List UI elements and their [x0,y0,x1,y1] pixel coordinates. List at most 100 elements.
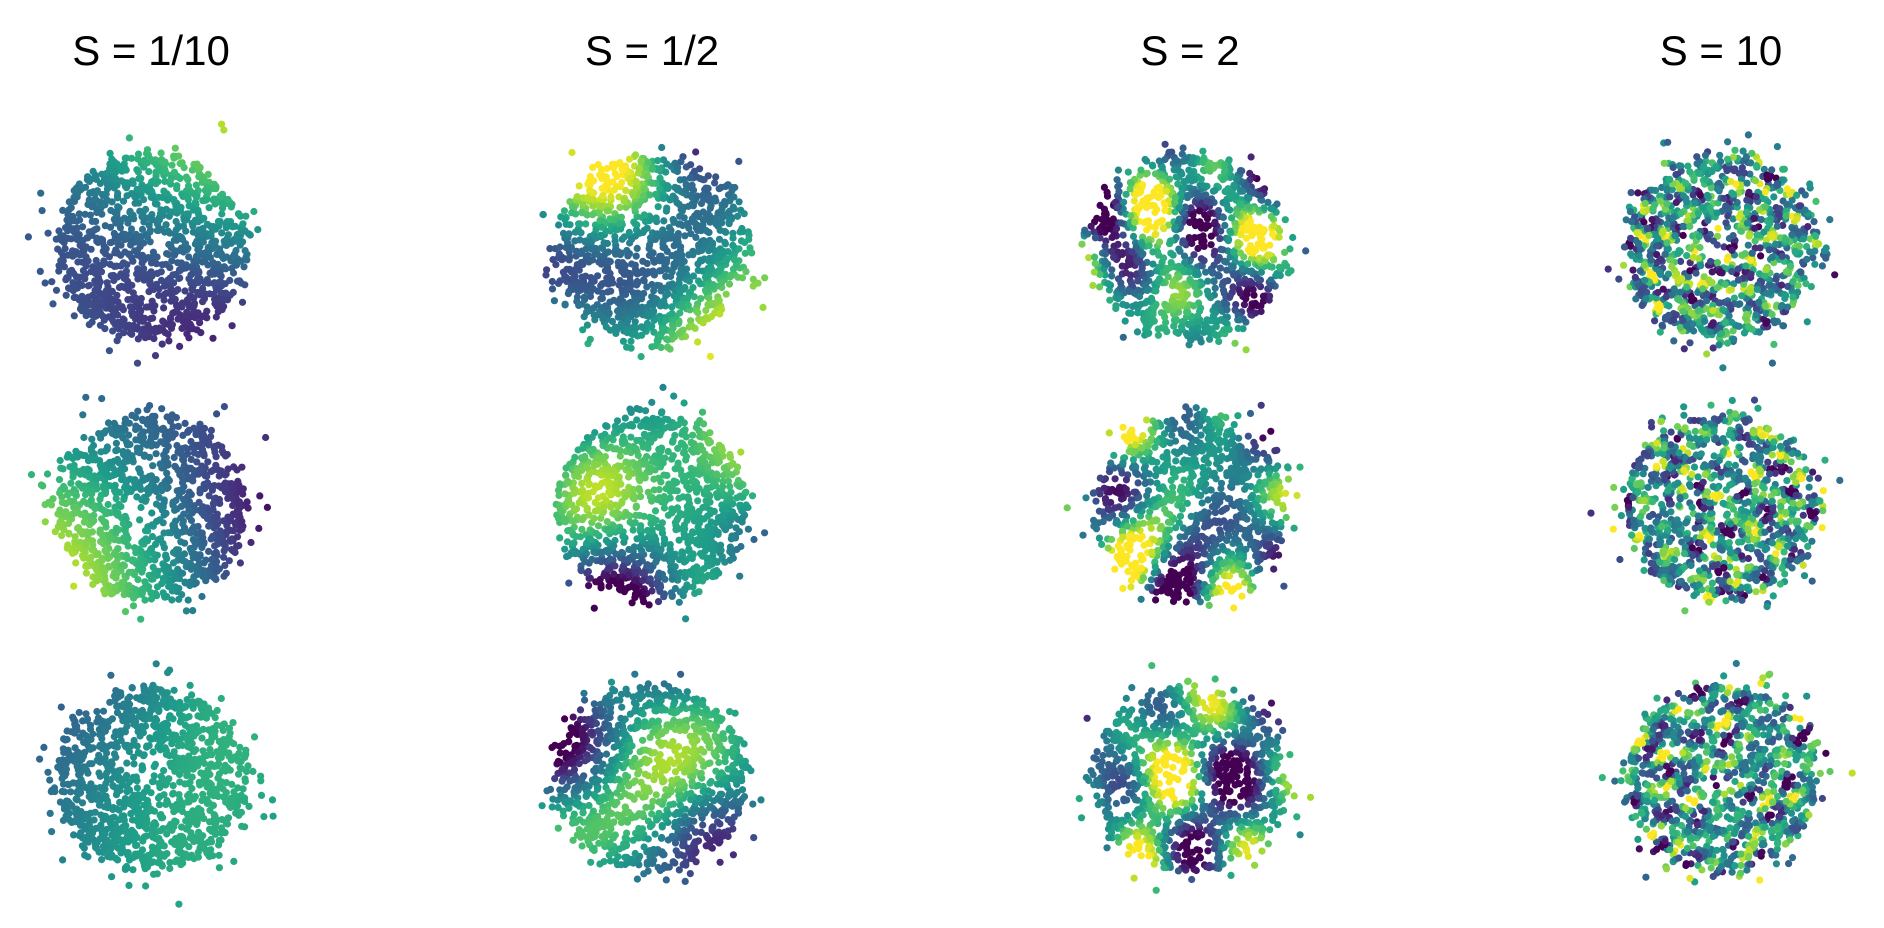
point [138,254,146,262]
point [106,698,114,706]
point [601,302,609,310]
point [159,720,167,729]
point [185,713,193,721]
point [222,569,230,577]
point [57,257,65,265]
point [150,870,158,878]
point [177,233,186,241]
point [103,814,111,822]
point [184,493,192,501]
point [623,317,632,325]
point [233,533,242,541]
point [156,827,165,835]
point [573,193,581,201]
point [622,309,630,317]
point [127,225,136,233]
point [164,227,172,235]
point [130,215,138,223]
point [564,290,573,298]
point [581,238,589,246]
point [162,221,170,229]
point [186,529,194,537]
point [179,431,187,439]
point [654,203,662,211]
point [140,452,148,460]
point [673,184,681,193]
point [65,198,73,206]
point [87,735,95,744]
point [112,175,120,183]
point [221,479,229,487]
point [220,126,228,134]
point [103,443,111,451]
point [128,684,136,692]
point [206,770,214,779]
point [587,274,595,282]
point [200,759,208,768]
point [671,261,679,270]
point [226,276,234,284]
point [130,791,138,799]
point [694,260,702,268]
point [561,490,569,498]
point [149,833,157,841]
point [182,607,190,615]
point [113,455,122,464]
point [173,301,181,309]
point [184,182,193,190]
point [142,691,150,699]
point [107,238,115,246]
point [224,814,232,822]
point [659,194,668,203]
point [578,247,586,255]
point [122,551,130,560]
point [112,753,120,761]
point [129,866,137,874]
point [112,447,120,455]
point [89,541,97,549]
point [27,471,36,479]
point [169,271,177,279]
point [162,800,170,809]
point [188,278,196,287]
point [137,722,146,731]
point [558,256,566,264]
point [211,714,219,722]
point [726,273,734,281]
point [632,252,640,260]
point [114,304,122,312]
point [263,503,271,511]
point [137,503,145,512]
point [143,743,151,751]
point [87,453,95,462]
point [123,441,132,449]
point [678,207,686,215]
point [188,691,196,699]
point [169,559,178,567]
point [611,170,619,178]
point [155,706,163,714]
point [194,441,202,449]
point [134,576,142,584]
point [220,403,228,411]
point [40,743,48,752]
point [69,252,77,260]
point [188,699,196,707]
point [657,478,665,486]
point [684,493,692,501]
point [229,252,238,260]
point [99,260,107,268]
point [70,497,78,505]
point [77,789,85,797]
point [139,793,147,802]
point [44,768,52,776]
point [101,754,109,762]
point [63,491,72,499]
point [135,822,143,830]
point [59,816,67,825]
point [92,256,100,265]
point [575,301,583,309]
point [632,302,641,310]
point [171,144,179,152]
point [257,777,265,785]
